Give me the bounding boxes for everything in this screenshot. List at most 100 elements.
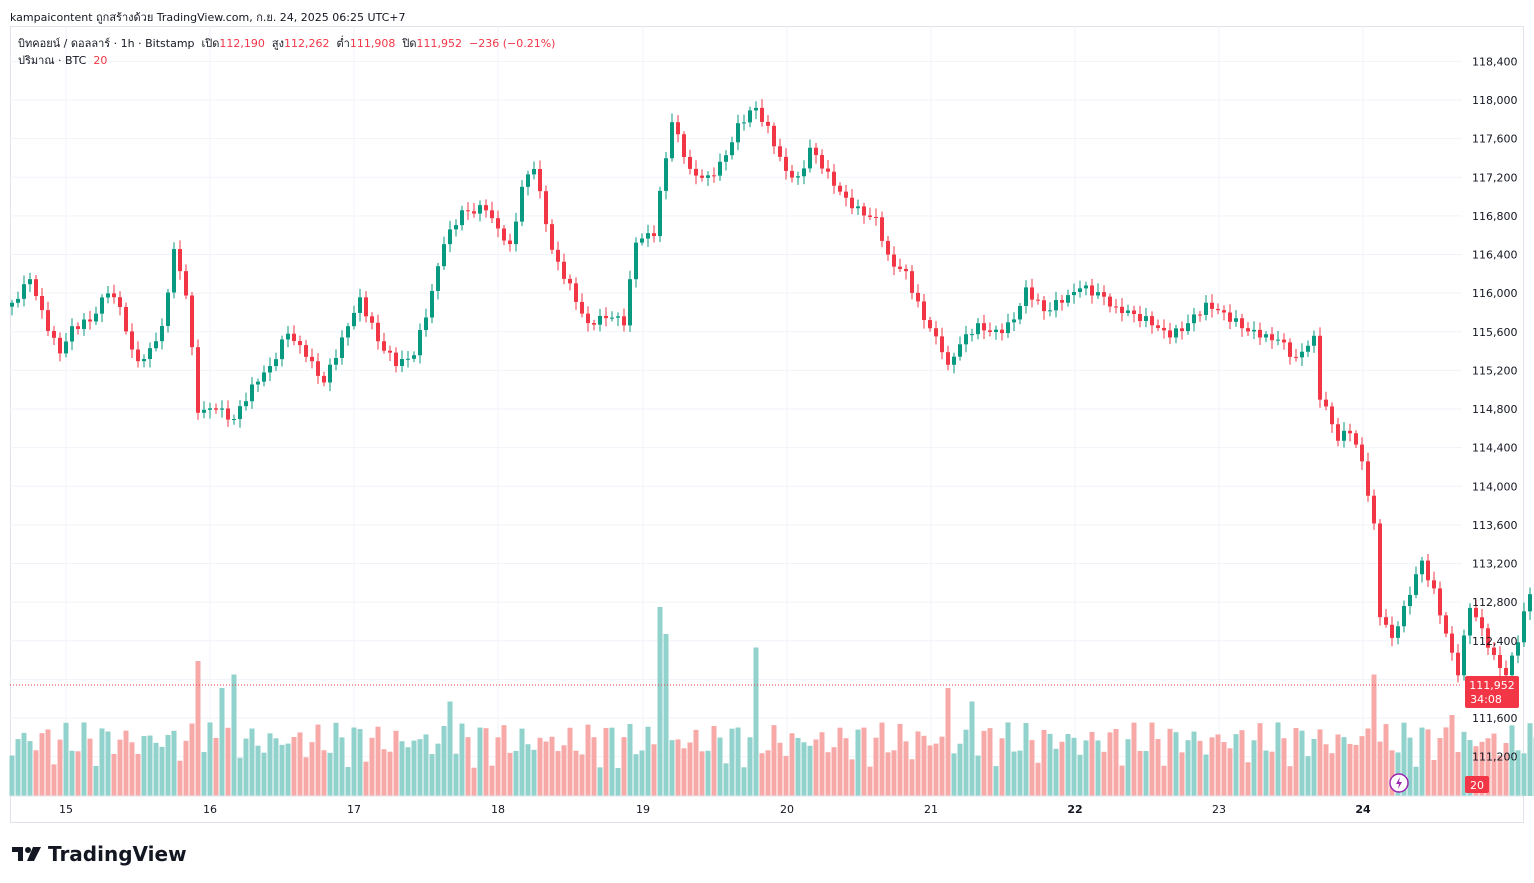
volume-bar bbox=[831, 747, 837, 796]
volume-bar bbox=[39, 733, 45, 796]
volume-bar bbox=[1275, 722, 1281, 796]
candle-body bbox=[676, 122, 680, 135]
candle-body bbox=[970, 334, 974, 336]
volume-bar bbox=[597, 767, 603, 796]
candle-body bbox=[592, 323, 596, 325]
volume-bar bbox=[657, 607, 663, 796]
candle-body bbox=[1408, 594, 1412, 607]
candle-body bbox=[640, 238, 644, 243]
volume-bar bbox=[75, 751, 81, 796]
volume-bar bbox=[93, 765, 99, 796]
volume-bar bbox=[747, 737, 753, 796]
candle-body bbox=[928, 320, 932, 329]
candle-body bbox=[256, 381, 260, 385]
volume-bar bbox=[849, 759, 855, 796]
candle-body bbox=[766, 121, 770, 126]
high-label: สูง bbox=[271, 37, 285, 50]
price-tick-label: 116,000 bbox=[1472, 287, 1518, 300]
volume-bar bbox=[267, 733, 273, 796]
volume-bar bbox=[69, 750, 75, 796]
volume-bar bbox=[1467, 739, 1473, 796]
symbol-label[interactable]: บิทคอยน์ / ดอลลาร์ · 1h · Bitstamp bbox=[18, 37, 195, 50]
volume-bar bbox=[1317, 729, 1323, 796]
volume-bar bbox=[1401, 722, 1407, 796]
candle-body bbox=[1096, 292, 1100, 296]
candle-body bbox=[352, 312, 356, 327]
candle-body bbox=[418, 330, 422, 356]
candle-body bbox=[1300, 351, 1304, 358]
candle-body bbox=[1114, 306, 1118, 308]
candle-body bbox=[1216, 308, 1220, 311]
volume-bar bbox=[237, 757, 243, 796]
volume-bar bbox=[873, 737, 879, 796]
volume-bar bbox=[1449, 715, 1455, 796]
candle-body bbox=[1450, 633, 1454, 653]
volume-bar bbox=[1479, 741, 1485, 796]
volume-bar bbox=[285, 743, 291, 796]
volume-bar bbox=[129, 742, 135, 796]
lightning-icon[interactable] bbox=[1389, 773, 1409, 793]
volume-bar bbox=[225, 727, 231, 796]
volume-bar bbox=[1365, 728, 1371, 796]
candle-body bbox=[706, 175, 710, 178]
volume-bar bbox=[1155, 739, 1161, 796]
candle-body bbox=[658, 190, 662, 237]
candle-body bbox=[1042, 300, 1046, 312]
volume-bar bbox=[1407, 737, 1413, 796]
candle-body bbox=[88, 319, 92, 322]
price-tick-label: 113,600 bbox=[1472, 519, 1518, 532]
candle-body bbox=[1084, 285, 1088, 289]
candle-body bbox=[760, 107, 764, 122]
candle-body bbox=[850, 197, 854, 209]
volume-bar bbox=[1329, 753, 1335, 796]
candle-body bbox=[652, 233, 656, 237]
candle-body bbox=[682, 134, 686, 157]
volume-badge-value: 20 bbox=[1470, 779, 1484, 792]
volume-bar bbox=[45, 729, 51, 796]
candle-body bbox=[730, 142, 734, 156]
chart-frame[interactable] bbox=[10, 26, 1524, 823]
volume-bar bbox=[315, 724, 321, 796]
candle-body bbox=[1048, 310, 1052, 312]
volume-bar bbox=[57, 739, 63, 796]
candle-body bbox=[28, 279, 32, 285]
volume-bar bbox=[801, 742, 807, 796]
volume-bar bbox=[921, 735, 927, 796]
volume-bar bbox=[1203, 754, 1209, 796]
candle-body bbox=[1372, 495, 1376, 524]
volume-bar bbox=[1455, 752, 1461, 796]
volume-bar bbox=[123, 730, 129, 796]
volume-bar bbox=[1371, 674, 1377, 796]
candle-body bbox=[262, 372, 266, 382]
candle-body bbox=[892, 254, 896, 267]
price-tick-label: 114,000 bbox=[1472, 480, 1518, 493]
volume-bar bbox=[219, 688, 225, 796]
volume-bar bbox=[753, 647, 759, 796]
candle-body bbox=[1192, 314, 1196, 324]
volume-bar bbox=[633, 754, 639, 796]
candle-body bbox=[736, 123, 740, 143]
candle-body bbox=[1252, 329, 1256, 332]
volume-bar bbox=[1149, 722, 1155, 796]
candle-body bbox=[1312, 335, 1316, 346]
volume-bar bbox=[1125, 739, 1131, 796]
candle-body bbox=[790, 170, 794, 178]
candle-body bbox=[406, 358, 410, 360]
volume-label[interactable]: ปริมาณ · BTC bbox=[18, 54, 87, 67]
candle-body bbox=[508, 240, 512, 245]
candle-body bbox=[1294, 356, 1298, 358]
candle-body bbox=[916, 292, 920, 302]
candle-body bbox=[40, 295, 44, 311]
volume-bar bbox=[621, 737, 627, 796]
candle-body bbox=[76, 326, 80, 329]
candle-body bbox=[544, 191, 548, 225]
volume-bar bbox=[1347, 743, 1353, 796]
volume-bar bbox=[1221, 742, 1227, 796]
candle-body bbox=[1126, 310, 1130, 314]
tradingview-logo[interactable]: TradingView bbox=[12, 842, 187, 866]
volume-bar bbox=[1257, 723, 1263, 796]
volume-bar bbox=[411, 740, 417, 796]
volume-bar bbox=[639, 750, 645, 796]
tradingview-logo-text: TradingView bbox=[48, 842, 187, 866]
